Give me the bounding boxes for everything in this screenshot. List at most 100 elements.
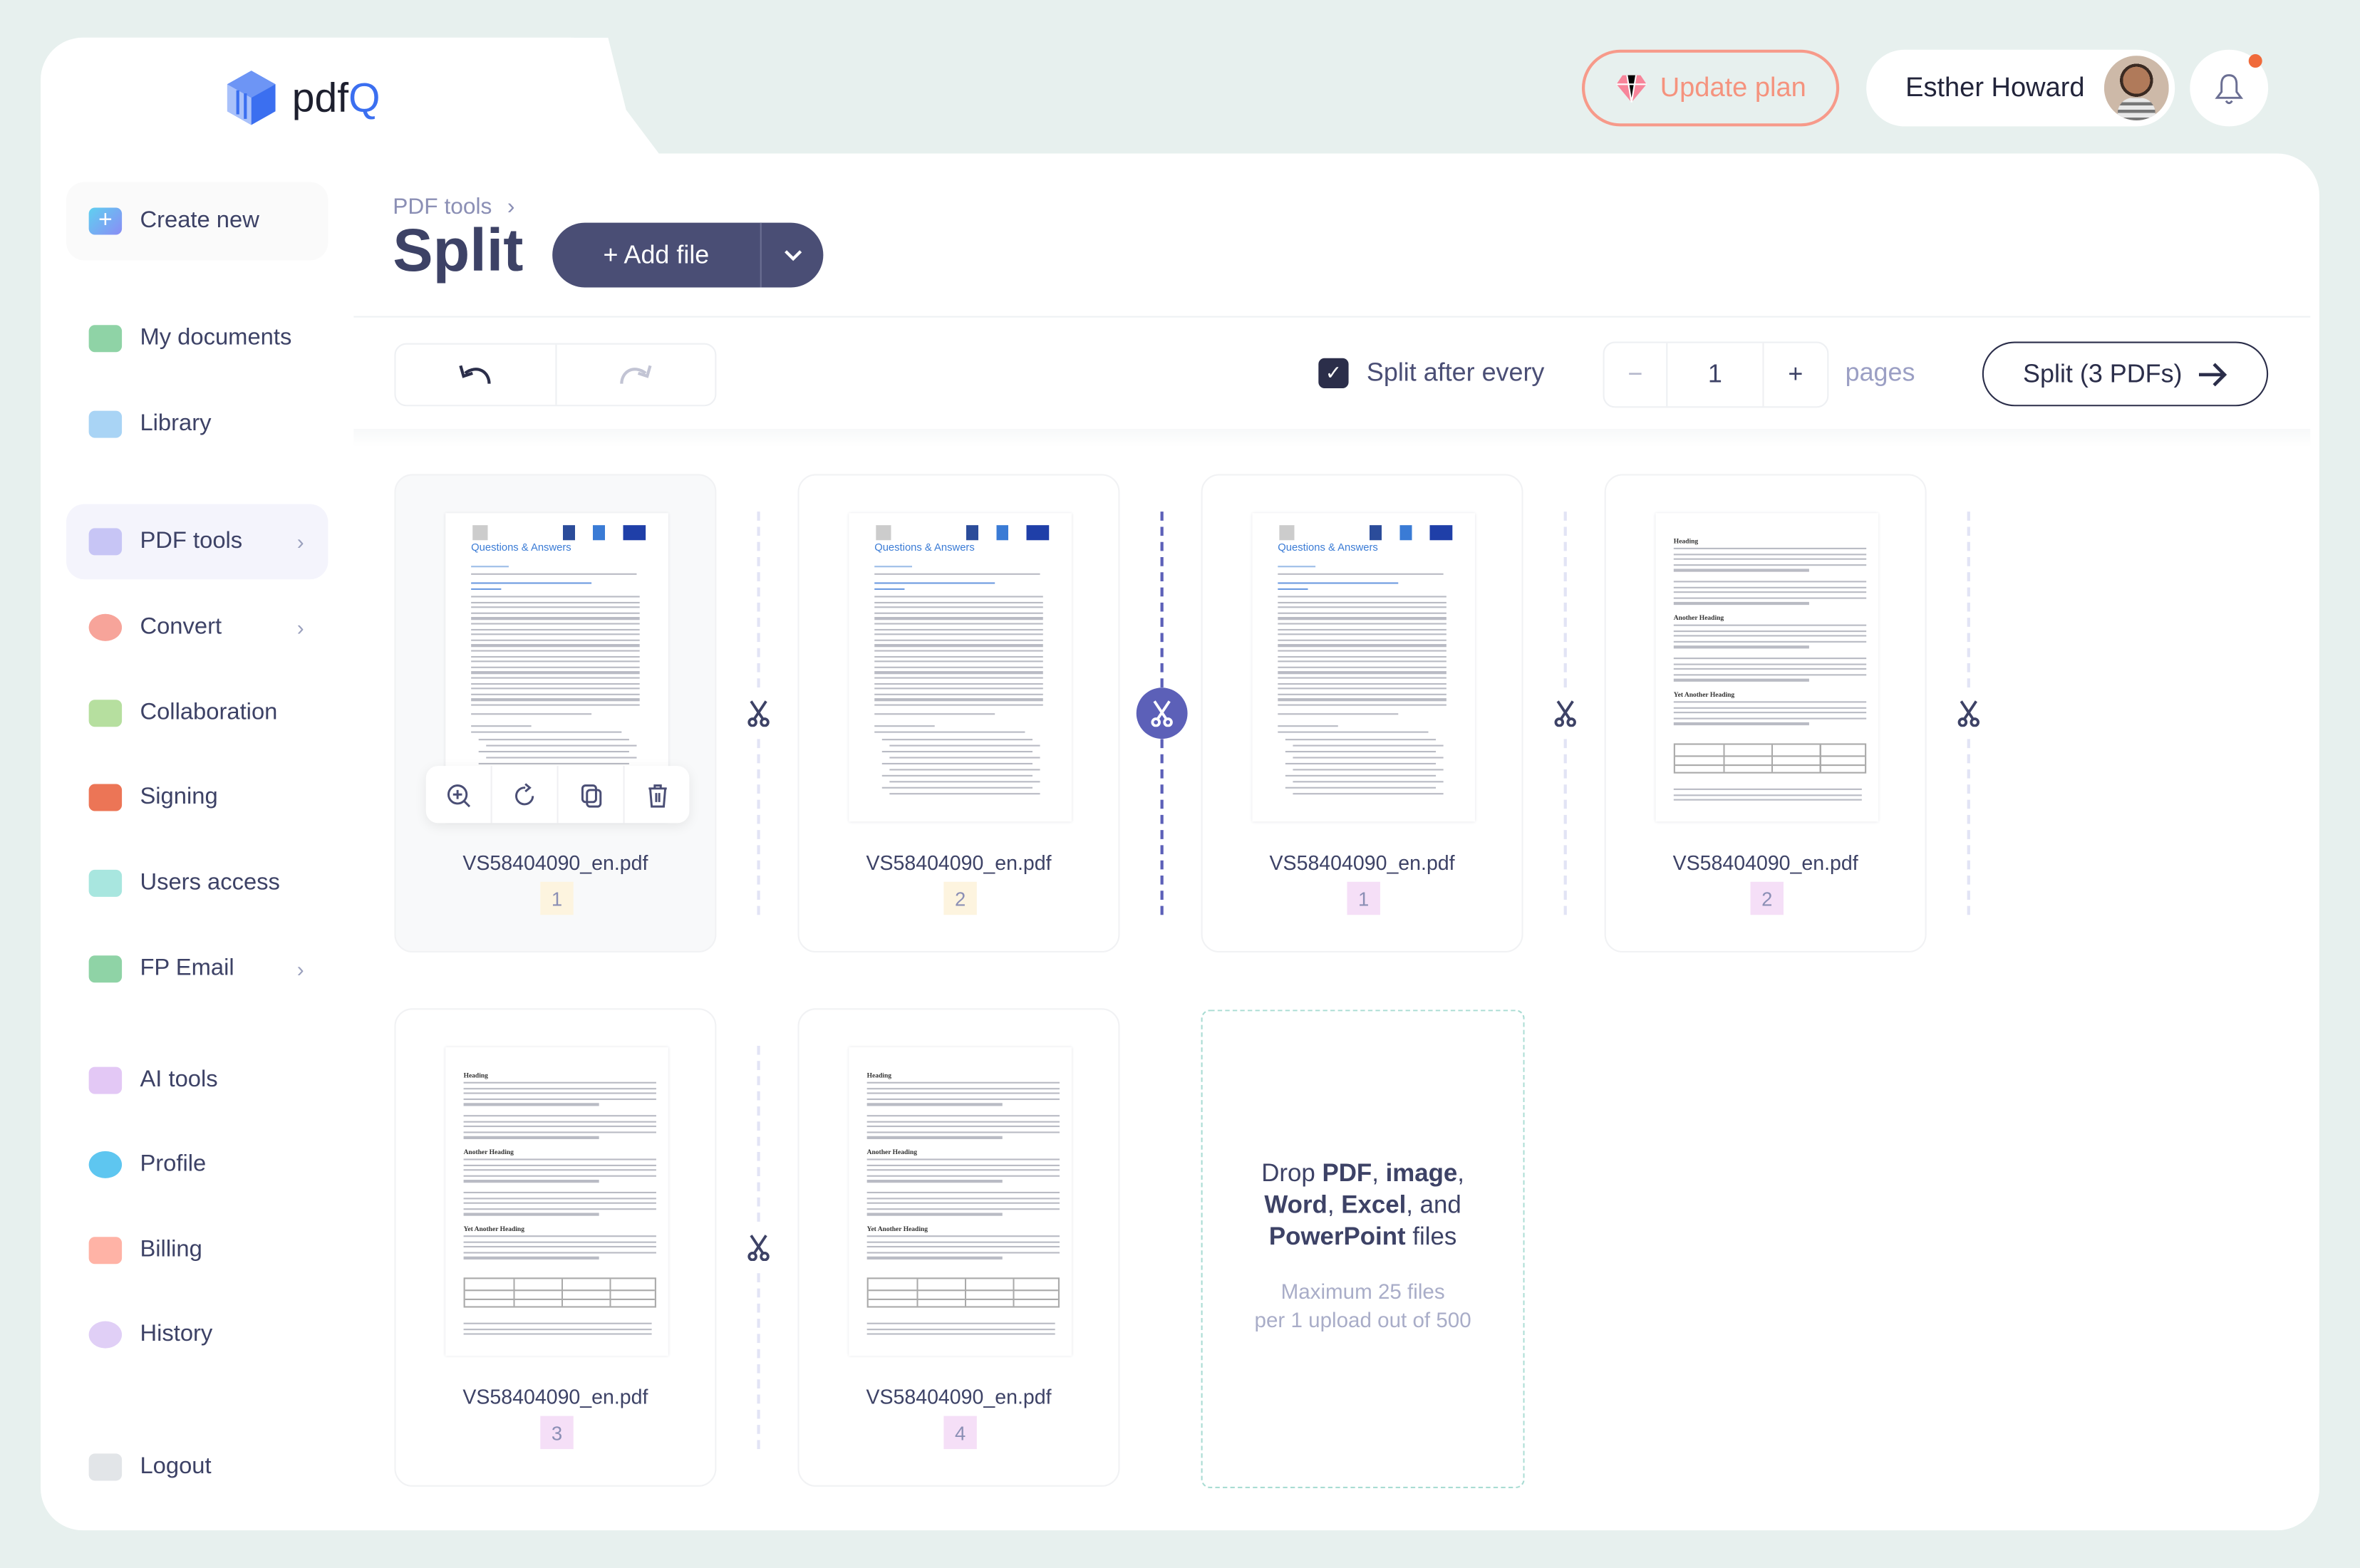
split-marker[interactable] [1942, 512, 1994, 915]
sidebar-item-fp-email[interactable]: FP Email › [66, 931, 328, 1007]
text-line [463, 1235, 656, 1237]
split-toggle-button[interactable] [1136, 687, 1188, 739]
page-filename: VS58404090_en.pdf [1269, 851, 1455, 875]
increment-button[interactable]: + [1788, 359, 1803, 388]
text-line [1278, 644, 1446, 647]
text-line [463, 1092, 656, 1095]
trash-button[interactable] [623, 766, 689, 824]
text-line [463, 1333, 652, 1336]
pages-unit-label: pages [1845, 358, 1915, 387]
breadcrumb-pdf-tools[interactable]: PDF tools [393, 194, 492, 220]
sidebar-item-billing[interactable]: Billing [66, 1213, 328, 1288]
page-number-badge: 2 [943, 881, 977, 915]
redo-button[interactable] [554, 344, 715, 405]
scissors-icon [1151, 700, 1173, 727]
split-marker[interactable] [733, 1046, 785, 1450]
update-plan-button[interactable]: Update plan [1581, 49, 1840, 127]
split-after-checkbox[interactable]: ✓ [1318, 358, 1349, 388]
dropzone-limit-line: per 1 upload out of 500 [1254, 1307, 1471, 1332]
sidebar-item-library[interactable]: Library [66, 387, 328, 462]
sidebar-item-profile[interactable]: Profile [66, 1127, 328, 1203]
text-line [471, 644, 640, 647]
rotate-button[interactable] [490, 766, 557, 824]
thumb-header-logos [876, 525, 1050, 541]
text-line [1285, 762, 1437, 765]
text-line [1278, 628, 1446, 630]
text-line [471, 655, 640, 658]
text-line [1278, 606, 1446, 609]
sidebar-item-label: Signing [140, 784, 218, 810]
sidebar-item-label: History [140, 1321, 213, 1347]
breadcrumb-chevron-icon: › [507, 194, 515, 220]
text-line [1278, 639, 1446, 642]
split-marker[interactable] [1136, 512, 1188, 915]
sidebar-item-my-documents[interactable]: My documents [66, 301, 328, 376]
thumb-heading: Another Heading [1673, 613, 1724, 622]
split-marker[interactable] [733, 512, 785, 915]
text-line [1673, 547, 1867, 550]
split-after-label: Split after every [1366, 358, 1545, 387]
split-button[interactable]: Split (3 PDFs) [1982, 341, 2269, 407]
page-card[interactable]: Questions & Answers VS58404090_en.pdf 2 [797, 474, 1120, 953]
text-line [471, 617, 640, 620]
page-filename: VS58404090_en.pdf [866, 1386, 1052, 1409]
thumb-heading: Heading [1673, 537, 1699, 545]
add-file-button[interactable]: + Add file [552, 222, 762, 288]
sidebar-item-history[interactable]: History [66, 1297, 328, 1373]
text-line [486, 744, 637, 747]
text-line [874, 666, 1043, 669]
text-line [1673, 717, 1867, 720]
sidebar-item-logout[interactable]: Logout [66, 1430, 328, 1505]
sidebar-item-signing[interactable]: Signing [66, 760, 328, 836]
decrement-button[interactable]: − [1605, 343, 1668, 407]
notifications-button[interactable] [2190, 49, 2269, 127]
dropzone[interactable]: Drop PDF, image, Word, Excel, and PowerP… [1201, 1009, 1525, 1489]
text-line [1673, 630, 1867, 632]
page-filename: VS58404090_en.pdf [866, 851, 1052, 875]
text-line [866, 1251, 1060, 1254]
sidebar-item-convert[interactable]: Convert › [66, 590, 328, 665]
text-line [1293, 744, 1444, 747]
text-line [471, 582, 592, 585]
page-card[interactable]: Heading Another Heading Yet Another Headin… [394, 1008, 717, 1487]
text-line [866, 1136, 1003, 1139]
dropzone-limits: Maximum 25 files per 1 upload out of 500 [1203, 1277, 1523, 1334]
page-actions [425, 766, 690, 824]
split-toggle-button[interactable] [733, 1222, 785, 1273]
logo[interactable]: pdfQ [226, 69, 380, 126]
page-card[interactable]: Heading Another Heading Yet Another Headin… [1604, 474, 1927, 953]
text-line [1278, 725, 1338, 727]
text-line [866, 1328, 1055, 1330]
split-toggle-button[interactable] [1942, 687, 1994, 739]
sidebar-item-users-access[interactable]: Users access [66, 846, 328, 921]
split-marker[interactable] [1539, 512, 1591, 915]
sidebar-item-create-new[interactable]: + Create new [66, 182, 328, 261]
scissors-icon [747, 700, 770, 727]
update-plan-label: Update plan [1660, 72, 1806, 103]
breadcrumb[interactable]: PDF tools › [393, 194, 514, 219]
text-line [874, 623, 1043, 625]
user-menu[interactable]: Esther Howard [1866, 49, 2175, 127]
page-filename: VS58404090_en.pdf [462, 1386, 648, 1409]
sidebar-item-pdf-tools[interactable]: PDF tools › [66, 504, 328, 580]
text-line [866, 1098, 1060, 1101]
add-file-dropdown[interactable] [762, 247, 824, 262]
undo-button[interactable] [396, 345, 555, 405]
signature-icon [88, 784, 123, 811]
thumb-table [1673, 743, 1867, 774]
zoom-in-button[interactable] [426, 766, 491, 823]
split-toggle-button[interactable] [1539, 687, 1591, 739]
text-line [463, 1115, 656, 1117]
sidebar-item-ai-tools[interactable]: AI tools [66, 1043, 328, 1118]
page-card[interactable]: Questions & Answers VS58404090_en.pdf 1 [1201, 474, 1523, 953]
page-card[interactable]: Heading Another Heading Yet Another Headin… [797, 1008, 1120, 1487]
text-line [471, 698, 640, 701]
pages-input[interactable]: 1 [1667, 343, 1764, 407]
duplicate-button[interactable] [557, 766, 623, 824]
page-card[interactable]: Questions & Answers VS58404090_en.pdf 1 [394, 474, 717, 953]
split-toggle-button[interactable] [733, 687, 785, 739]
sidebar: + Create new My documents Library PDF tools ›… [66, 173, 337, 1520]
sidebar-item-collaboration[interactable]: Collaboration [66, 675, 328, 751]
text-line [866, 1235, 1060, 1237]
chevron-right-icon: › [296, 957, 304, 982]
